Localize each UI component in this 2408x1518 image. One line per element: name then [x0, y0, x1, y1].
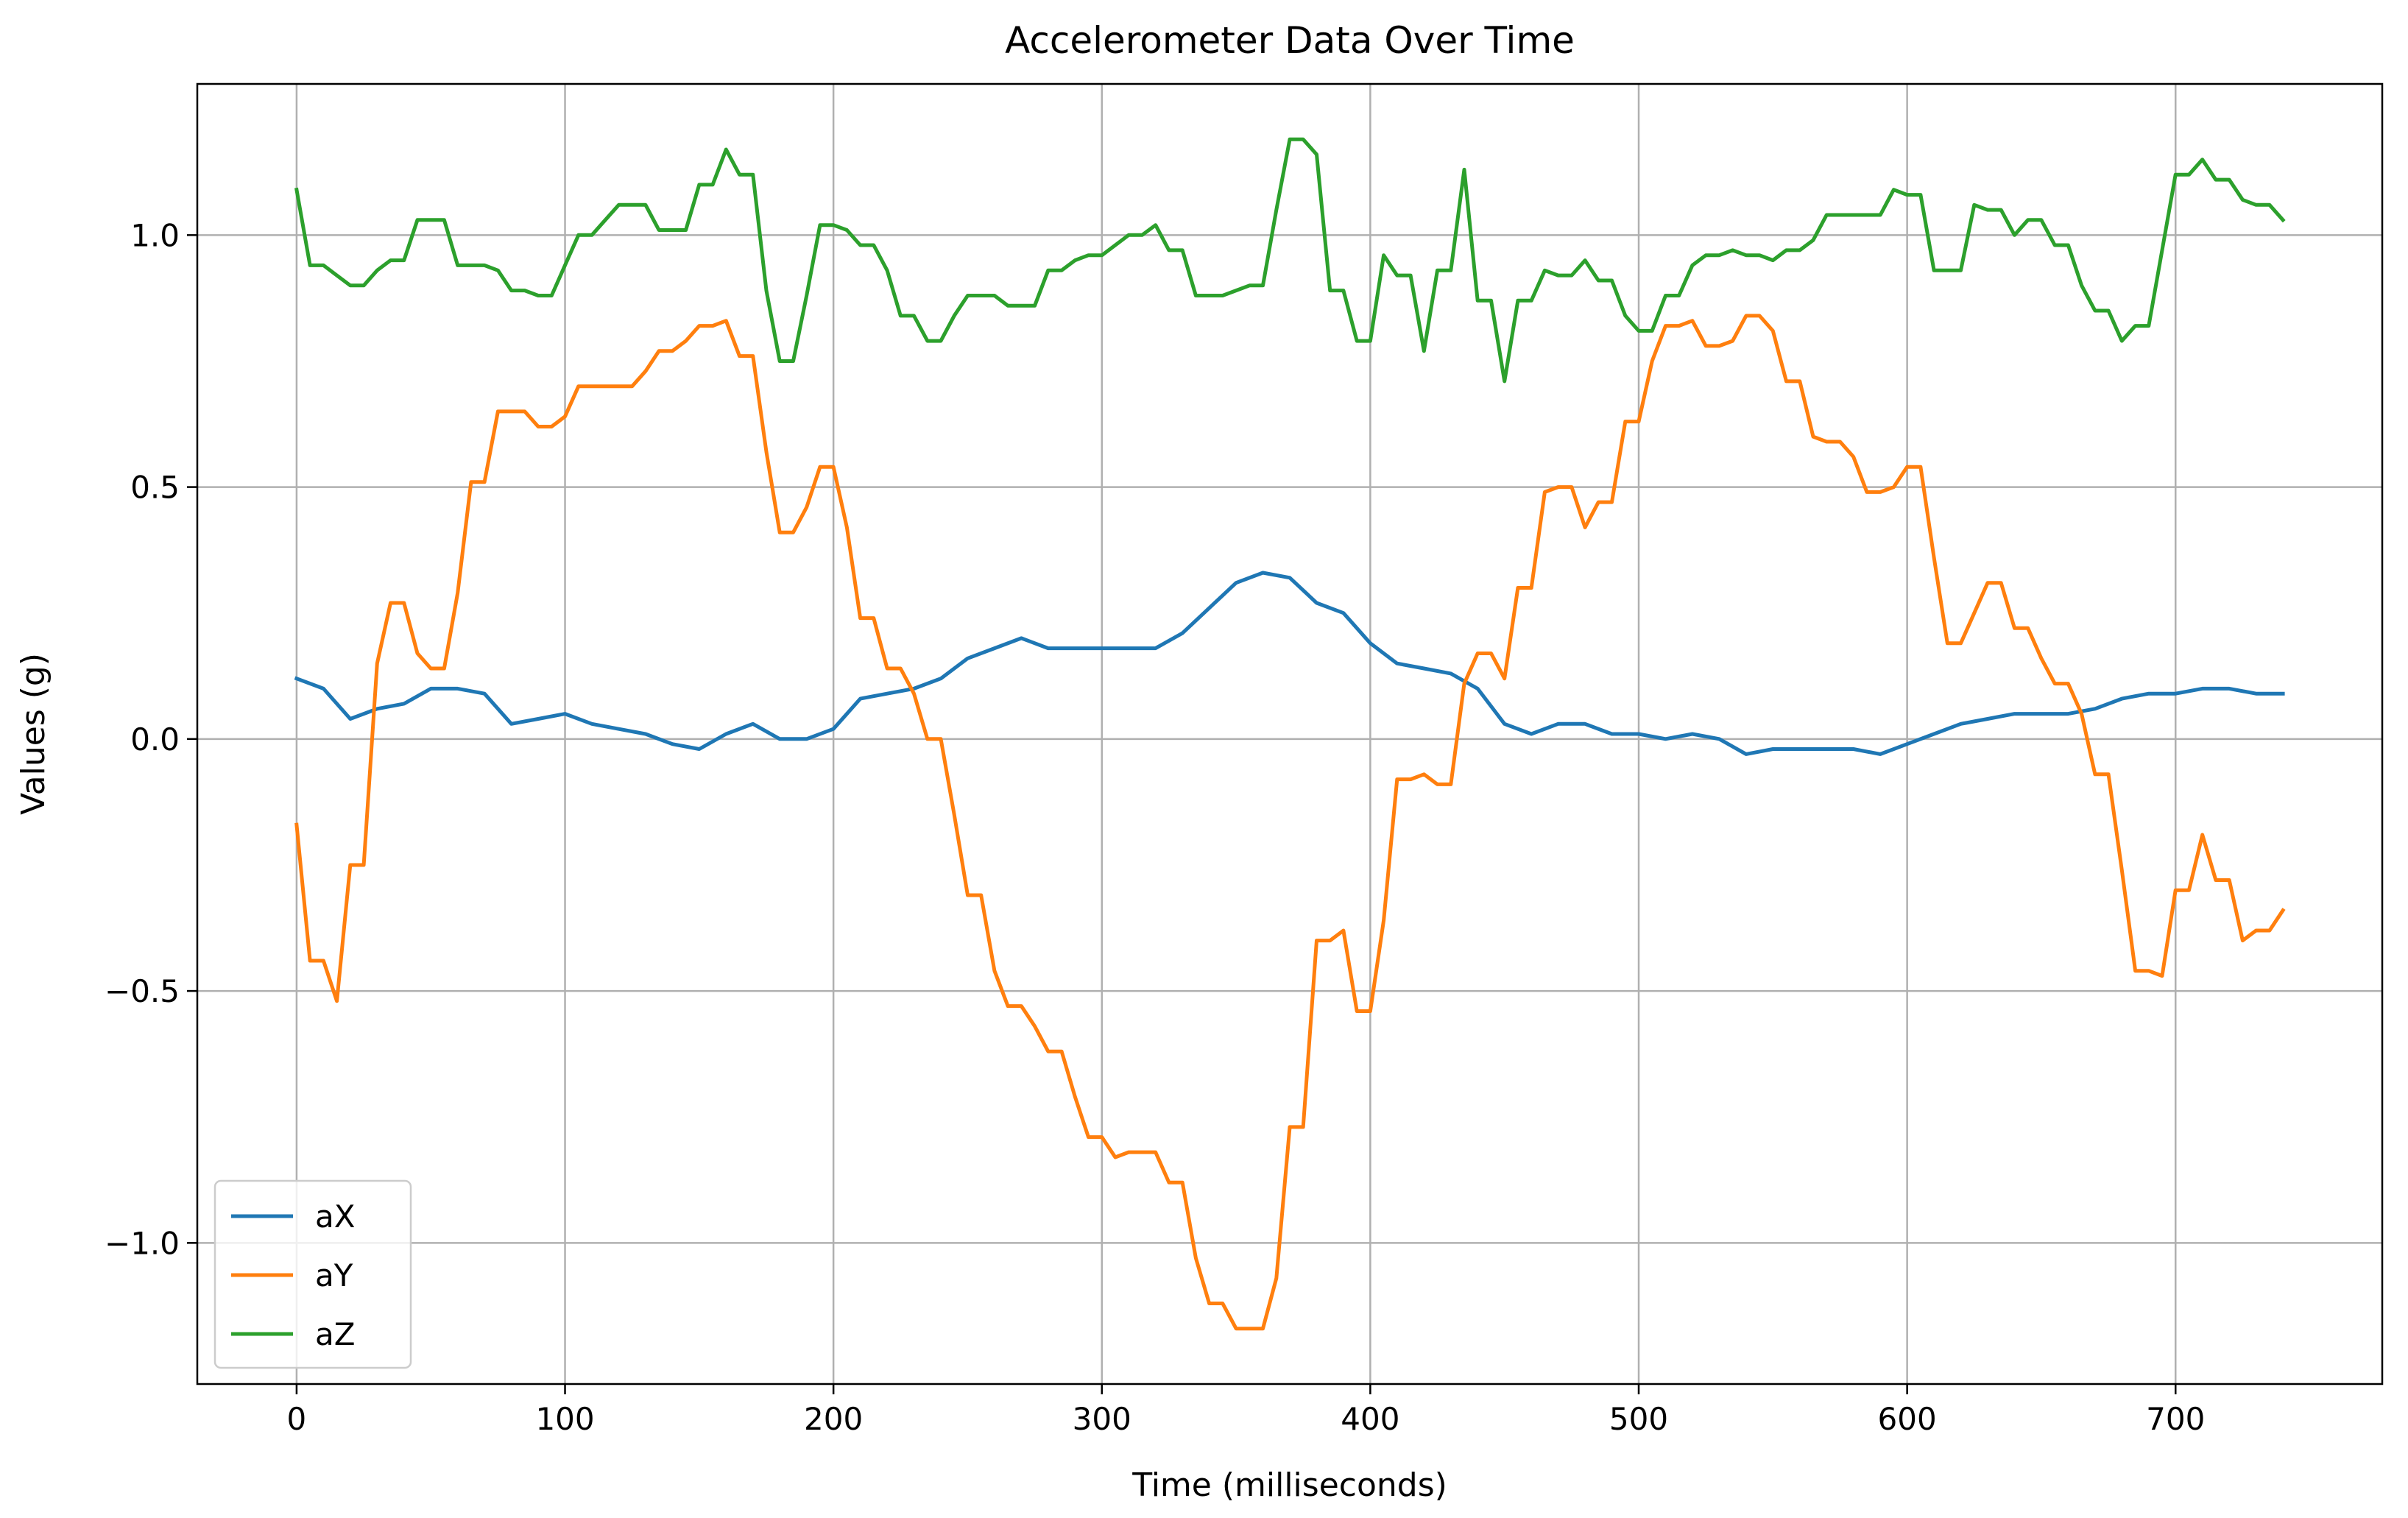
- x-tick-label: 100: [535, 1401, 594, 1437]
- series-lines: [294, 137, 2286, 1331]
- y-tick-label: 0.0: [130, 721, 180, 758]
- legend-label-aZ: aZ: [315, 1316, 356, 1352]
- legend-label-aY: aY: [315, 1257, 353, 1293]
- series-line-aY: [294, 314, 2286, 1331]
- y-tick-label: −1.0: [105, 1225, 180, 1261]
- y-axis-ticks: −1.0 −0.5 0.0 0.5 1.0: [105, 217, 197, 1261]
- y-tick-label: 1.0: [130, 217, 180, 253]
- x-tick-label: 400: [1341, 1401, 1399, 1437]
- legend-box: [213, 1179, 412, 1369]
- grid: [197, 84, 2382, 1384]
- x-axis-ticks: 0 100 200 300 400 500 600 700: [287, 1384, 2205, 1437]
- plot-area-frame: [196, 82, 2384, 1385]
- x-tick-label: 600: [1878, 1401, 1937, 1437]
- legend: aX aY aZ: [213, 1179, 412, 1369]
- series-line-aZ: [294, 137, 2286, 384]
- x-axis-label: Time (milliseconds): [1131, 1466, 1447, 1504]
- y-axis-label: Values (g): [15, 653, 52, 815]
- y-tick-label: −0.5: [105, 973, 180, 1009]
- x-tick-label: 0: [287, 1401, 307, 1437]
- series-line-aX: [294, 571, 2285, 756]
- x-tick-label: 200: [804, 1401, 863, 1437]
- x-tick-label: 300: [1073, 1401, 1131, 1437]
- x-tick-label: 700: [2146, 1401, 2205, 1437]
- chart-title: Accelerometer Data Over Time: [1005, 19, 1575, 62]
- x-tick-label: 500: [1609, 1401, 1668, 1437]
- legend-label-aX: aX: [315, 1198, 356, 1235]
- y-tick-label: 0.5: [130, 470, 180, 506]
